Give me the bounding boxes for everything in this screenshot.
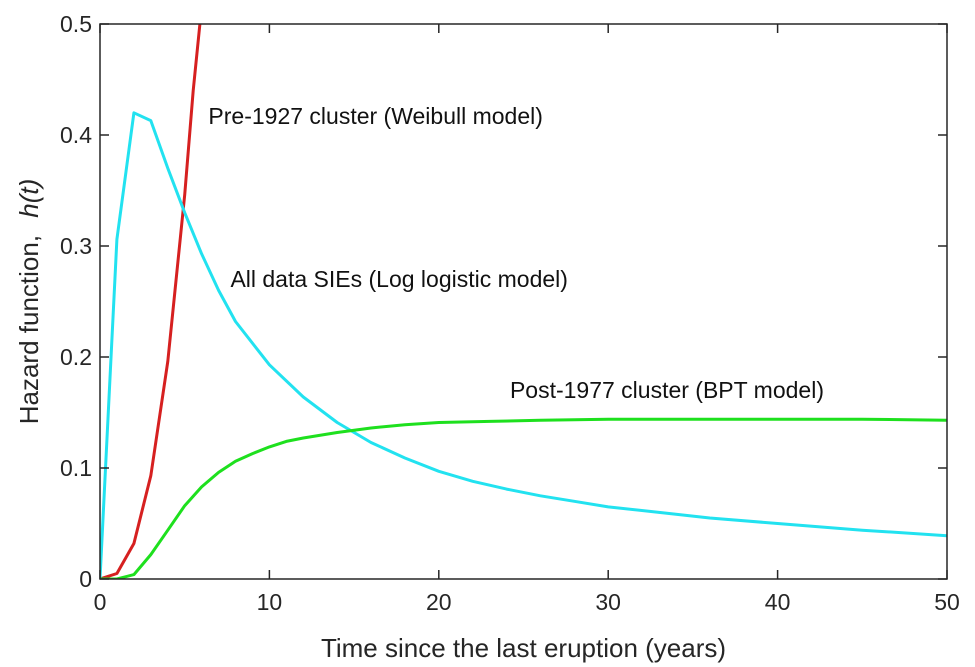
y-tick-label-5: 0.5 bbox=[60, 11, 92, 37]
series-line-pre-1927-weibull bbox=[100, 24, 202, 579]
y-tick-label-2: 0.2 bbox=[60, 344, 92, 370]
x-tick-label-1: 10 bbox=[257, 589, 283, 615]
y-tick-label-4: 0.4 bbox=[60, 122, 92, 148]
x-axis-label: Time since the last eruption (years) bbox=[321, 633, 726, 663]
y-axis-label: Hazard function, h(t) bbox=[14, 179, 44, 425]
annotation-pre-1927-weibull: Pre-1927 cluster (Weibull model) bbox=[208, 103, 543, 129]
y-tick-label-1: 0.1 bbox=[60, 455, 92, 481]
x-tick-label-4: 40 bbox=[765, 589, 791, 615]
x-tick-label-0: 0 bbox=[94, 589, 107, 615]
annotation-layer: Pre-1927 cluster (Weibull model) All data… bbox=[208, 103, 824, 403]
series-layer bbox=[100, 24, 947, 579]
ticks-layer: 0 10 20 30 40 50 0 0.1 0.2 0.3 0.4 0.5 bbox=[60, 11, 960, 615]
y-axis-label-symbol: h(t) bbox=[14, 179, 44, 218]
y-axis-label-text: Hazard function, bbox=[14, 235, 44, 424]
series-line-all-data-log-logistic bbox=[100, 111, 947, 579]
series-line-post-1977-bpt bbox=[100, 417, 947, 579]
plot-frame bbox=[99, 23, 948, 580]
x-tick-label-5: 50 bbox=[934, 589, 960, 615]
annotation-post-1977-bpt: Post-1977 cluster (BPT model) bbox=[510, 377, 824, 403]
y-tick-label-3: 0.3 bbox=[60, 233, 92, 259]
x-tick-label-2: 20 bbox=[426, 589, 452, 615]
x-tick-label-3: 30 bbox=[595, 589, 621, 615]
y-tick-label-0: 0 bbox=[79, 566, 92, 592]
annotation-all-data-log-logistic: All data SIEs (Log logistic model) bbox=[230, 266, 568, 292]
